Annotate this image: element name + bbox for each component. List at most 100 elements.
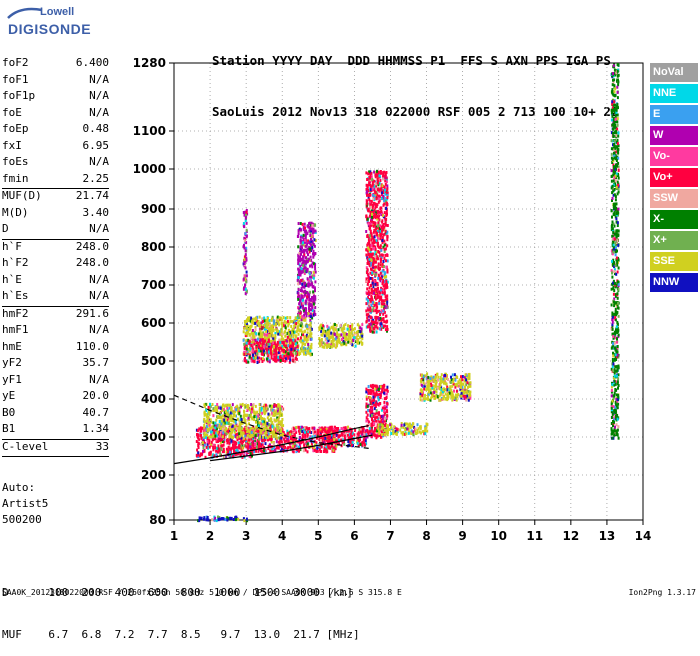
echo-point	[245, 423, 247, 426]
echo-point	[304, 294, 306, 297]
echo-point	[343, 327, 345, 330]
echo-point	[277, 426, 279, 429]
echo-point	[287, 446, 289, 449]
echo-point	[390, 432, 392, 435]
echo-point	[277, 403, 279, 406]
echo-point	[253, 415, 255, 418]
echo-point	[360, 431, 362, 434]
echo-point	[309, 431, 311, 434]
echo-point	[452, 380, 454, 383]
echo-point	[313, 427, 315, 430]
echo-point	[297, 328, 299, 331]
echo-point	[253, 403, 255, 406]
echo-point	[203, 424, 205, 427]
echo-point	[250, 403, 252, 406]
echo-point	[372, 396, 374, 399]
echo-point	[359, 336, 361, 339]
echo-point	[334, 323, 336, 326]
echo-point	[456, 376, 458, 379]
echo-point	[343, 332, 345, 335]
echo-point	[205, 433, 207, 436]
echo-point	[216, 435, 218, 438]
echo-point	[268, 339, 270, 342]
echo-point	[383, 409, 385, 412]
echo-point	[248, 328, 250, 331]
echo-point	[287, 432, 289, 435]
echo-point	[313, 238, 315, 241]
echo-point	[277, 412, 279, 415]
echo-point	[266, 422, 268, 425]
echo-point	[439, 387, 441, 390]
echo-point	[274, 334, 276, 337]
echo-point	[307, 450, 309, 453]
echo-point	[225, 436, 227, 439]
echo-point	[208, 413, 210, 416]
echo-point	[450, 389, 452, 392]
echo-point	[280, 430, 282, 433]
echo-point	[255, 328, 257, 331]
echo-point	[272, 334, 274, 337]
echo-point	[227, 404, 229, 407]
y-tick-label: 200	[141, 468, 166, 482]
echo-point	[311, 427, 313, 430]
echo-point	[316, 431, 318, 434]
echo-point	[200, 434, 202, 437]
echo-point	[422, 430, 424, 433]
echo-point	[274, 418, 276, 421]
echo-point	[231, 436, 233, 439]
echo-point	[456, 384, 458, 387]
echo-point	[261, 360, 263, 363]
echo-point	[462, 375, 464, 378]
echo-point	[263, 317, 265, 320]
echo-point	[273, 442, 275, 445]
echo-point	[324, 437, 326, 440]
echo-point	[284, 334, 286, 337]
echo-point	[297, 321, 299, 324]
echo-point	[217, 440, 219, 443]
echo-point	[302, 307, 304, 310]
echo-point	[261, 439, 263, 442]
echo-point	[442, 380, 444, 383]
echo-point	[366, 398, 368, 401]
echo-point	[382, 407, 384, 410]
echo-point	[255, 346, 257, 349]
echo-point	[313, 243, 315, 246]
echo-point	[298, 288, 300, 291]
echo-point	[281, 338, 283, 341]
echo-point	[412, 430, 414, 433]
echo-point	[290, 348, 292, 351]
echo-point	[270, 438, 272, 441]
echo-point	[365, 309, 367, 312]
echo-point	[442, 388, 444, 391]
echo-point	[197, 442, 199, 445]
echo-point	[279, 414, 281, 417]
echo-point	[366, 416, 368, 419]
echo-point	[233, 411, 235, 414]
echo-point	[307, 335, 309, 338]
echo-point	[307, 277, 309, 280]
echo-point	[210, 430, 212, 433]
echo-point	[222, 414, 224, 417]
echo-point	[241, 427, 243, 430]
echo-point	[384, 397, 386, 400]
echo-point	[304, 226, 306, 229]
echo-point	[215, 419, 217, 422]
echo-point	[260, 347, 262, 350]
echo-point	[468, 385, 470, 388]
x-tick-label: 11	[526, 529, 543, 543]
echo-point	[297, 345, 299, 348]
echo-point	[454, 373, 456, 376]
echo-point	[278, 447, 280, 450]
echo-point	[387, 403, 389, 406]
echo-point	[424, 394, 426, 397]
echo-point	[366, 178, 368, 181]
echo-point	[284, 440, 286, 443]
echo-point	[330, 332, 332, 335]
echo-point	[290, 437, 292, 440]
echo-point	[220, 423, 222, 426]
echo-point	[310, 315, 312, 318]
echo-point	[204, 421, 206, 424]
echo-point	[237, 418, 239, 421]
echo-point	[261, 449, 263, 452]
echo-point	[313, 303, 315, 306]
